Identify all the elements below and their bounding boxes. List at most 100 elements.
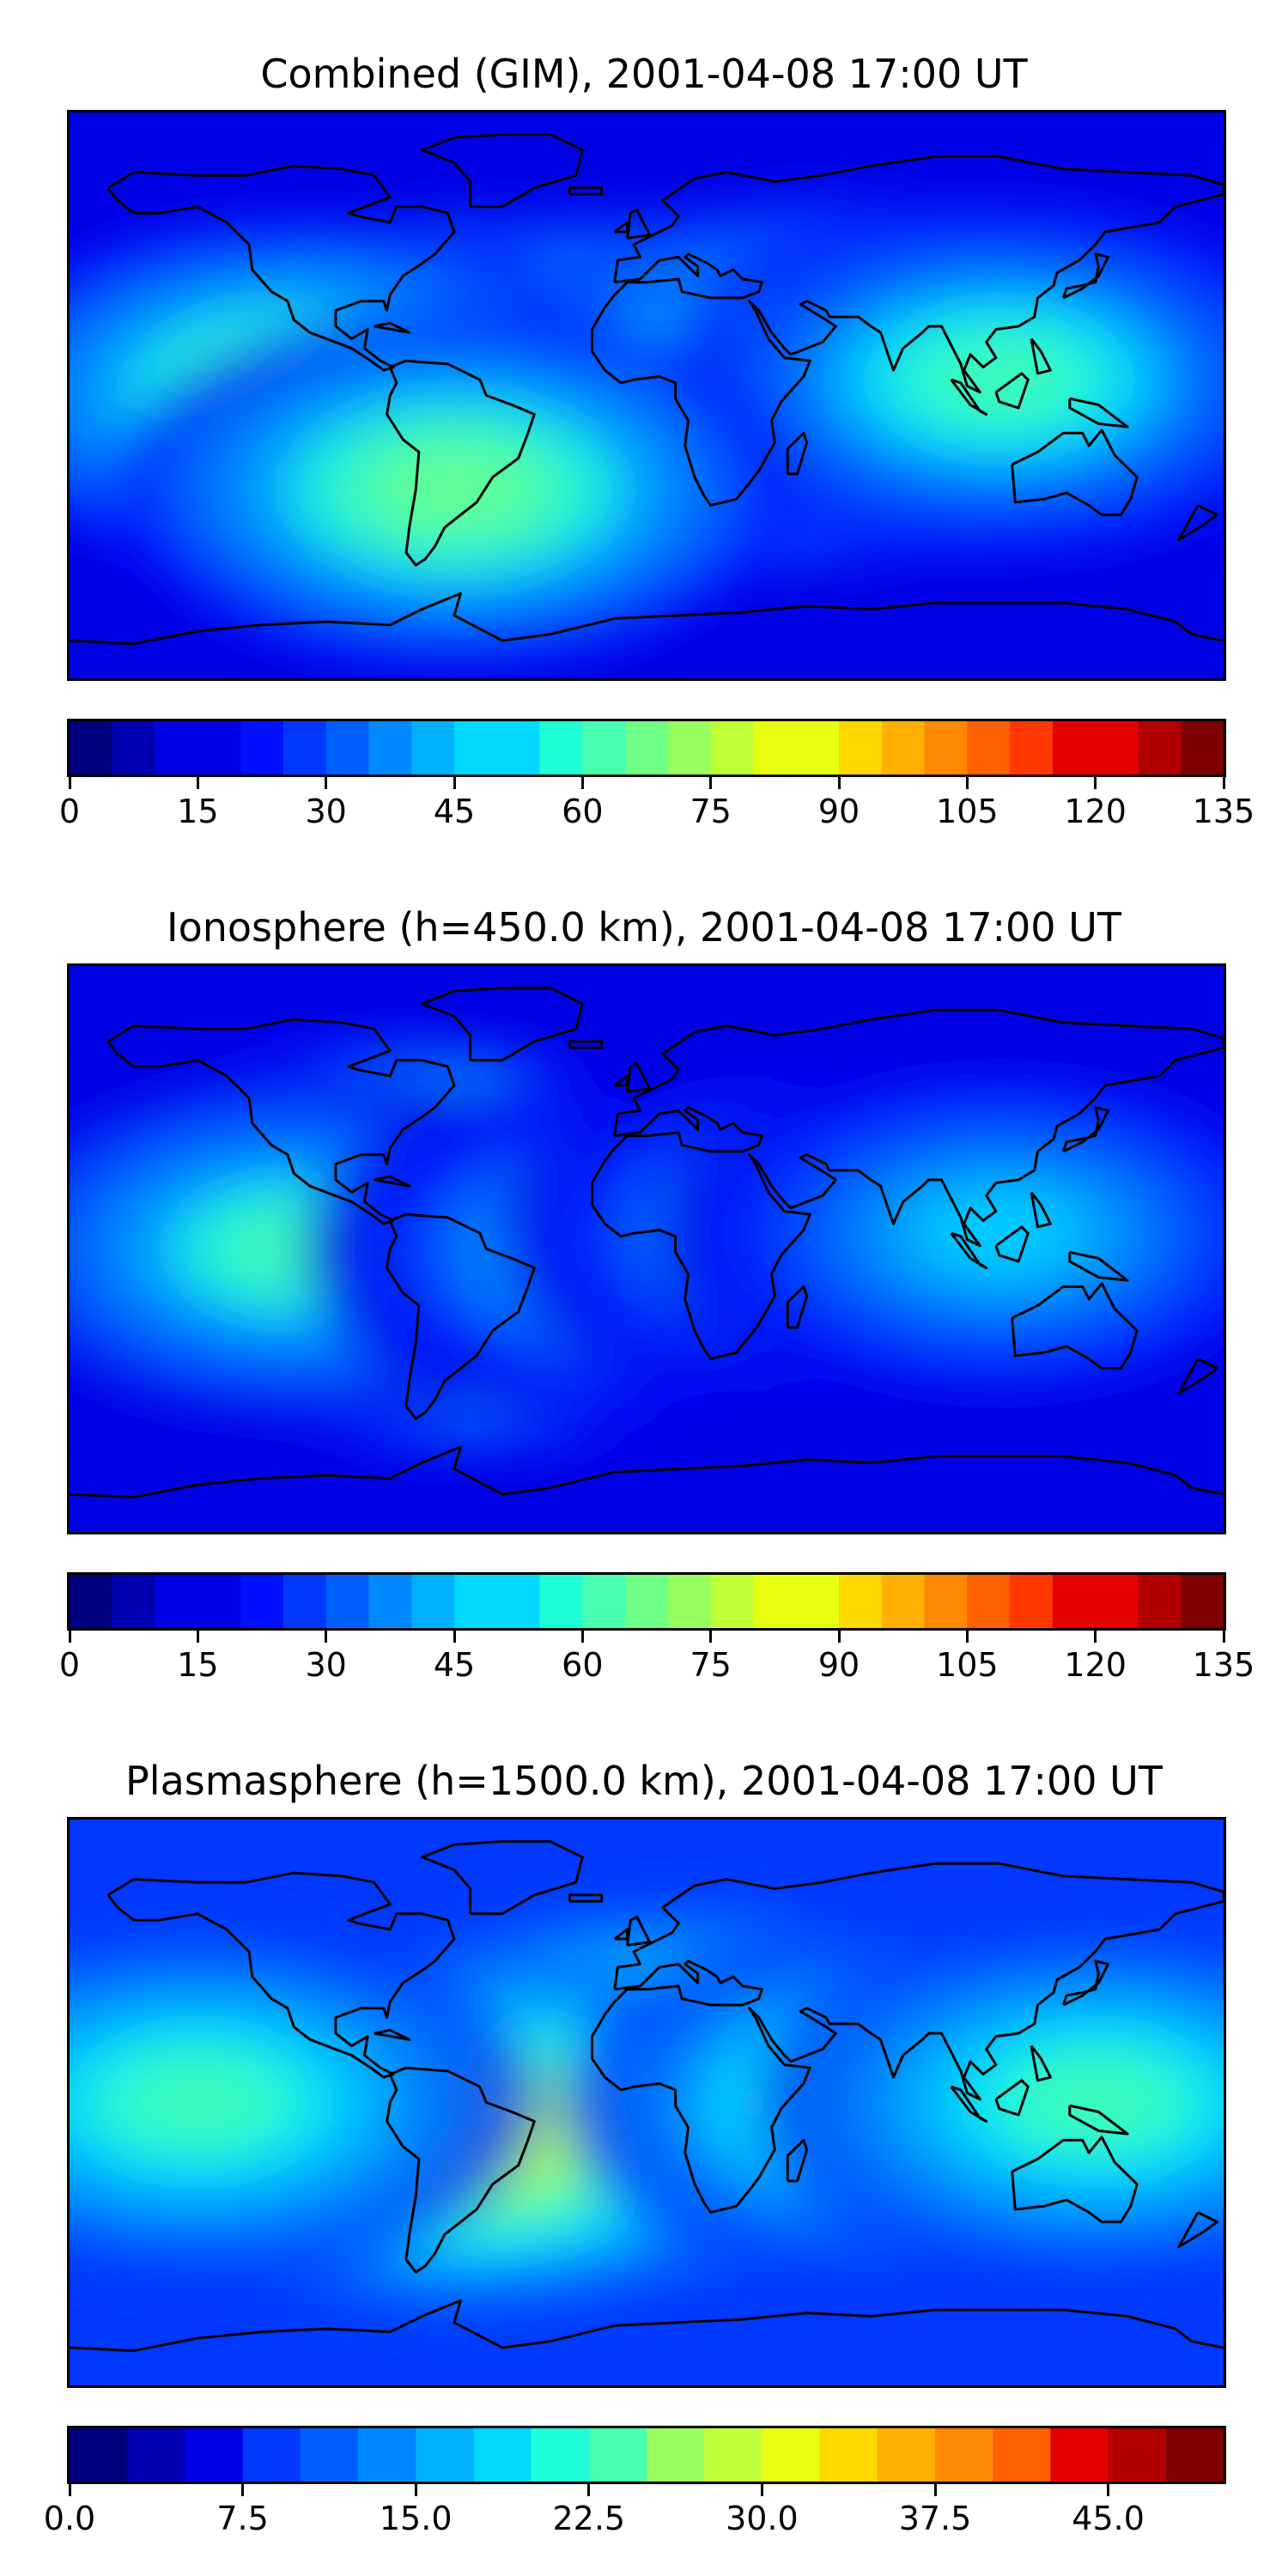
ionosphere-island-1 [613,1074,629,1087]
combined-tick-label: 30 [305,793,347,830]
ionosphere-island-2 [1061,1106,1110,1153]
ionosphere-coast-south-america [386,1212,536,1420]
ionosphere-coast-eurasia-africa [591,1008,1224,1361]
ionosphere-colorbar-level-1 [112,1575,156,1628]
plasmasphere-colorbar-level-13 [819,2428,878,2482]
combined-tick-mark [965,777,969,789]
plasmasphere-colorbar-level-9 [588,2428,647,2482]
combined-map [67,110,1226,681]
plasmasphere-colorbar-level-2 [185,2428,244,2482]
ionosphere-tick-mark [965,1631,969,1643]
ionosphere-tick-mark [325,1631,328,1643]
combined-island-2 [1061,252,1110,300]
plasmasphere-colorbar-level-11 [704,2428,762,2482]
ionosphere-colorbar-level-5 [283,1575,327,1628]
ionosphere-colorbar-svg [70,1575,1224,1628]
ionosphere-island-7 [1177,1358,1218,1395]
ionosphere-tick-label: 30 [305,1646,347,1684]
combined-colorbar-level-21 [967,721,1011,775]
combined-colorbar-level-8 [411,721,455,775]
ionosphere-hotspot-5-band-6 [920,1191,1078,1276]
plasmasphere-tick-mark [68,2484,71,2496]
plasmasphere-tick-label: 45.0 [1072,2500,1145,2537]
combined-coast-eurasia-africa [591,155,1224,507]
plasmasphere-coast-north-america [106,1871,456,2079]
ionosphere-island-8 [568,1040,604,1049]
combined-tick-mark [580,777,584,789]
combined-island-9 [374,321,411,334]
plasmasphere-map-svg [70,1820,1224,2385]
plasmasphere-island-5 [994,2079,1030,2117]
combined-island-10 [1030,337,1052,375]
ionosphere-tick-label: 15 [177,1646,219,1684]
ionosphere-colorbar-level-16 [753,1575,797,1628]
combined-tick-label: 45 [433,793,476,830]
combined-colorbar-level-22 [1010,721,1054,775]
ionosphere-colorbar-level-21 [967,1575,1011,1628]
plasmasphere-island-7 [1177,2211,1218,2249]
ionosphere-tick-mark [68,1631,71,1643]
plasmasphere-tick-label: 37.5 [898,2500,972,2537]
plasmasphere-island-9 [374,2028,411,2041]
combined-island-0 [626,209,652,240]
ionosphere-colorbar-level-12 [582,1575,626,1628]
combined-island-1 [613,221,629,234]
plasmasphere-colorbar-level-18 [1108,2428,1167,2482]
ionosphere-tick-mark [837,1631,841,1643]
ionosphere-map [67,963,1226,1534]
ionosphere-colorbar-level-3 [197,1575,241,1628]
combined-island-8 [568,186,604,196]
combined-tick-mark [837,777,841,789]
combined-colorbar-level-5 [283,721,327,775]
combined-colorbar-level-4 [240,721,284,775]
combined-colorbar-level-2 [155,721,198,775]
combined-coast-australia [1011,428,1139,517]
combined-colorbar-level-9 [454,721,498,775]
combined-tick-label: 120 [1064,793,1127,830]
combined-map-svg [70,112,1224,678]
ionosphere-tick-label: 60 [562,1646,604,1684]
ionosphere-colorbar [67,1572,1226,1631]
ionosphere-tick-mark [580,1631,584,1643]
plasmasphere-colorbar-level-17 [1050,2428,1109,2482]
combined-tick-mark [196,777,199,789]
plasmasphere-colorbar-level-16 [993,2428,1051,2482]
ionosphere-coast-australia [1011,1282,1139,1370]
combined-colorbar-level-17 [796,721,840,775]
ionosphere-tick-mark [1094,1631,1097,1643]
ionosphere-tick-label: 90 [817,1646,860,1684]
combined-island-3 [786,431,809,476]
plasmasphere-colorbar-level-10 [647,2428,705,2482]
plasmasphere-coastlines [70,1840,1224,2353]
combined-colorbar-level-15 [710,721,755,775]
combined-tick-label: 75 [690,793,732,830]
plasmasphere-title: Plasmasphere (h=1500.0 km), 2001-04-08 1… [125,1758,1163,1804]
plasmasphere-colorbar-level-15 [935,2428,993,2482]
combined-colorbar-level-1 [112,721,156,775]
plasmasphere-colorbar-level-5 [358,2428,416,2482]
combined-colorbar-level-24 [1095,721,1139,775]
ionosphere-colorbar-level-24 [1095,1575,1139,1628]
plasmasphere-coast-south-america [386,2066,536,2274]
combined-tick-label: 105 [936,793,999,830]
plasmasphere-island-1 [613,1928,629,1941]
plasmasphere-island-3 [786,2138,809,2183]
plasmasphere-hotspot-5-band-6 [1017,2060,1175,2145]
ionosphere-coast-antarctica [70,1445,1224,1499]
ionosphere-colorbar-level-9 [454,1575,498,1628]
plasmasphere-coast-greenland [421,1840,584,1916]
ionosphere-tick-label: 120 [1064,1646,1127,1684]
ionosphere-tick-label: 0 [58,1646,81,1684]
plasmasphere-island-0 [626,1916,652,1947]
ionosphere-tick-mark [1222,1631,1225,1643]
plasmasphere-hotspot-3-band-6 [118,2060,276,2145]
ionosphere-coast-north-america [106,1018,456,1225]
ionosphere-colorbar-level-14 [667,1575,712,1628]
ionosphere-colorbar-level-4 [240,1575,284,1628]
ionosphere-colorbar-level-18 [839,1575,883,1628]
plasmasphere-coast-australia [1011,2136,1139,2224]
plasmasphere-colorbar-level-1 [127,2428,185,2482]
combined-colorbar-level-20 [924,721,968,775]
combined-colorbar-level-10 [496,721,541,775]
combined-tick-mark [453,777,456,789]
